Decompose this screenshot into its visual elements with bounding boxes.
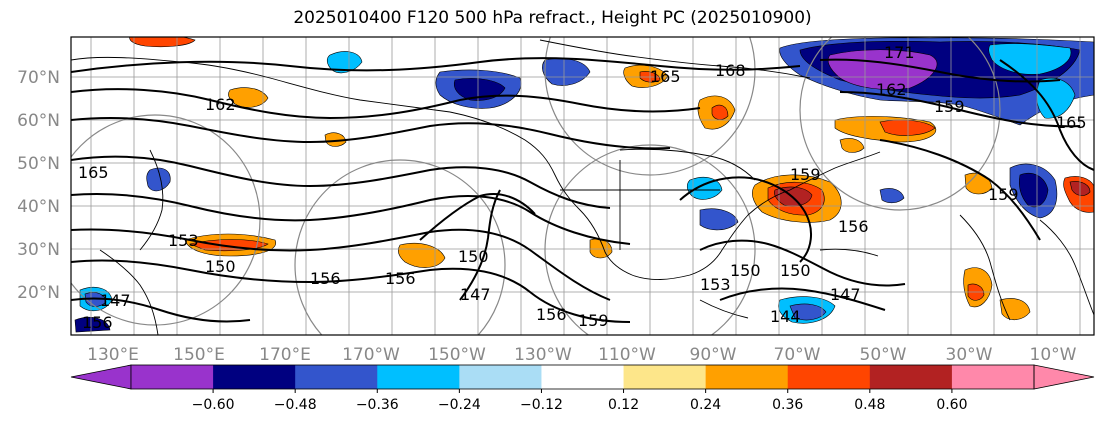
lon-label: 110°W <box>598 345 656 365</box>
colorbar-segment <box>377 365 460 389</box>
contour-label: 153 <box>700 275 731 294</box>
contour-label: 159 <box>790 165 821 184</box>
contour-label: 159 <box>988 185 1019 204</box>
contour-label: 159 <box>578 311 609 330</box>
contour-label: 162 <box>876 80 907 99</box>
lat-label: 40°N <box>17 197 60 217</box>
contour-label: 153 <box>168 231 199 250</box>
gridlines <box>71 37 1094 335</box>
colorbar-segment <box>951 365 1035 389</box>
contour-label: 147 <box>830 285 861 304</box>
colorbar-segment <box>787 365 871 389</box>
lon-label: 90°W <box>690 345 737 365</box>
colorbar-under-triangle <box>70 364 132 390</box>
colorbar-tick-label: −0.48 <box>274 397 317 413</box>
colorbar-tick-label: 0.36 <box>772 397 803 413</box>
contour-label: 168 <box>715 61 746 80</box>
contour-label: 165 <box>78 163 109 182</box>
lon-label: 30°W <box>946 345 993 365</box>
contour-label: 156 <box>838 217 869 236</box>
colorbar-tick-label: −0.36 <box>356 397 399 413</box>
lon-label: 130°W <box>514 345 572 365</box>
colorbar-over-triangle <box>1033 364 1095 390</box>
colorbar-segment <box>705 365 789 389</box>
lon-label: 170°W <box>342 345 400 365</box>
longitude-axis: 130°E 150°E 170°E 170°W 150°W 130°W 110°… <box>87 345 1077 365</box>
colorbar-tick-label: −0.12 <box>520 397 563 413</box>
colorbar-frame <box>130 364 1035 390</box>
contour-label: 150 <box>205 257 236 276</box>
colorbar-tick-label: 0.24 <box>690 397 721 413</box>
lat-label: 20°N <box>17 283 60 303</box>
contour-label: 147 <box>100 291 131 310</box>
range-circles <box>71 37 1001 335</box>
contour-label: 150 <box>730 261 761 280</box>
contour-label: 150 <box>780 261 811 280</box>
lon-label: 150°E <box>173 345 225 365</box>
contour-label: 165 <box>650 67 681 86</box>
colorbar-tick-label: 0.60 <box>936 397 967 413</box>
height-contours <box>71 57 1094 323</box>
lat-label: 30°N <box>17 240 60 260</box>
lon-label: 170°E <box>259 345 311 365</box>
colorbar: −0.60 −0.48 −0.36 −0.24 −0.12 0.12 0.24 0.36 0.4… <box>70 364 1095 413</box>
lon-label: 50°W <box>860 345 907 365</box>
latitude-axis: 70°N 60°N 50°N 40°N 30°N 20°N <box>17 68 60 303</box>
contour-label: 147 <box>460 285 491 304</box>
colorbar-segment <box>869 365 953 389</box>
contour-label: 162 <box>205 95 236 114</box>
contour-labels: 171 162 159 165 162 168 165 159 165 153 … <box>78 43 1087 332</box>
colorbar-tick-label: 0.12 <box>608 397 639 413</box>
coastlines <box>71 39 1094 335</box>
lon-label: 10°W <box>1030 345 1077 365</box>
colorbar-segment <box>295 365 378 389</box>
lat-label: 50°N <box>17 154 60 174</box>
contour-label: 144 <box>770 307 801 326</box>
contour-label: 150 <box>458 247 489 266</box>
contour-label: 159 <box>934 97 965 116</box>
contour-label: 165 <box>1056 113 1087 132</box>
colorbar-segment <box>623 365 707 389</box>
plot-frame <box>70 36 1095 336</box>
lon-label: 70°W <box>774 345 821 365</box>
colorbar-tick-label: −0.60 <box>192 397 235 413</box>
contour-label: 156 <box>385 269 416 288</box>
lon-label: 150°W <box>428 345 486 365</box>
lat-label: 60°N <box>17 111 60 131</box>
colorbar-segment <box>213 365 296 389</box>
colorbar-tick-label: −0.24 <box>438 397 481 413</box>
colorbar-segment <box>131 365 214 389</box>
lat-label: 70°N <box>17 68 60 88</box>
contour-label: 171 <box>884 43 915 62</box>
contour-label: 156 <box>310 269 341 288</box>
lon-label: 130°E <box>87 345 139 365</box>
colorbar-tick-label: 0.48 <box>854 397 885 413</box>
contour-label: 156 <box>536 305 567 324</box>
map-title: 2025010400 F120 500 hPa refract., Height… <box>293 8 812 28</box>
contour-label: 156 <box>82 313 113 332</box>
colorbar-segment <box>459 365 542 389</box>
colorbar-segment <box>541 365 625 389</box>
